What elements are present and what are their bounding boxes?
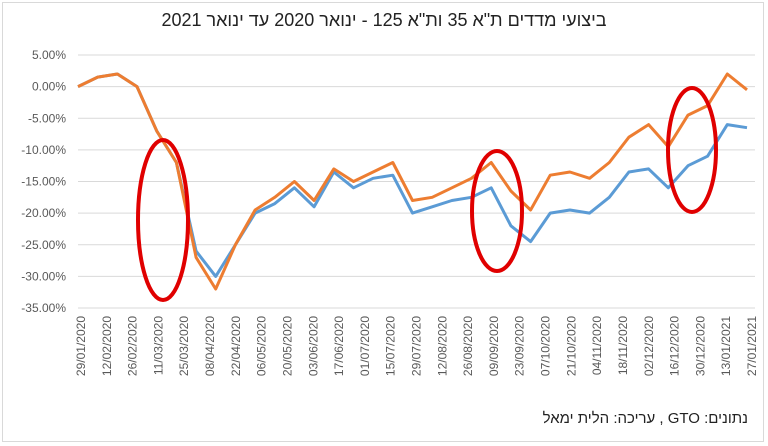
x-tick-label: 21/10/2020 [564,316,578,376]
x-tick-label: 07/10/2020 [539,316,553,376]
x-axis-ticks: 29/01/2020 12/02/2020 26/02/2020 11/03/2020… [74,316,759,376]
x-tick-label: 25/03/2020 [177,316,191,376]
y-tick-label: -5.00% [28,111,66,125]
x-tick-label: 22/04/2020 [229,316,243,376]
x-tick-label: 13/01/2021 [719,316,733,376]
y-axis-ticks: 5.00% 0.00% -5.00% -10.00% -15.00% -20.00% -25… [21,48,66,315]
x-tick-label: 02/12/2020 [642,316,656,376]
highlight-ellipse-march [136,138,190,302]
highlight-ellipse-december [666,86,718,214]
x-tick-label: 26/08/2020 [461,316,475,376]
highlight-ellipse-september [470,149,524,273]
y-tick-label: -35.00% [21,301,66,315]
x-tick-label: 17/06/2020 [332,316,346,376]
x-tick-label: 26/02/2020 [126,316,140,376]
x-tick-label: 03/06/2020 [306,316,320,376]
x-tick-label: 09/09/2020 [487,316,501,376]
x-tick-label: 12/02/2020 [100,316,114,376]
y-tick-label: 0.00% [32,80,66,94]
x-tick-label: 16/12/2020 [668,316,682,376]
x-tick-label: 23/09/2020 [513,316,527,376]
x-tick-label: 06/05/2020 [255,316,269,376]
chart-frame [2,2,764,442]
x-tick-label: 18/11/2020 [616,316,630,375]
x-tick-label: 29/01/2020 [74,316,88,376]
y-tick-label: -30.00% [21,269,66,283]
y-tick-label: 5.00% [32,48,66,62]
chart-title: ביצועי מדדים ת"א 35 ות"א 125 - ינואר 202… [161,10,607,30]
x-tick-label: 04/11/2020 [590,316,604,375]
y-tick-label: -25.00% [21,238,66,252]
x-tick-label: 12/08/2020 [435,316,449,376]
x-tick-label: 29/07/2020 [410,316,424,376]
y-tick-label: -20.00% [21,206,66,220]
x-tick-label: 08/04/2020 [203,316,217,376]
x-tick-label: 27/01/2021 [745,316,759,376]
source-footer: נתונים: GTO , עריכה: הלית ימאל [542,410,748,427]
y-tick-label: -10.00% [21,143,66,157]
x-tick-label: 20/05/2020 [280,316,294,376]
x-tick-label: 30/12/2020 [693,316,707,376]
x-tick-label: 15/07/2020 [384,316,398,376]
y-tick-label: -15.00% [21,175,66,189]
x-tick-label: 01/07/2020 [358,316,372,376]
x-tick-label: 11/03/2020 [151,316,165,375]
